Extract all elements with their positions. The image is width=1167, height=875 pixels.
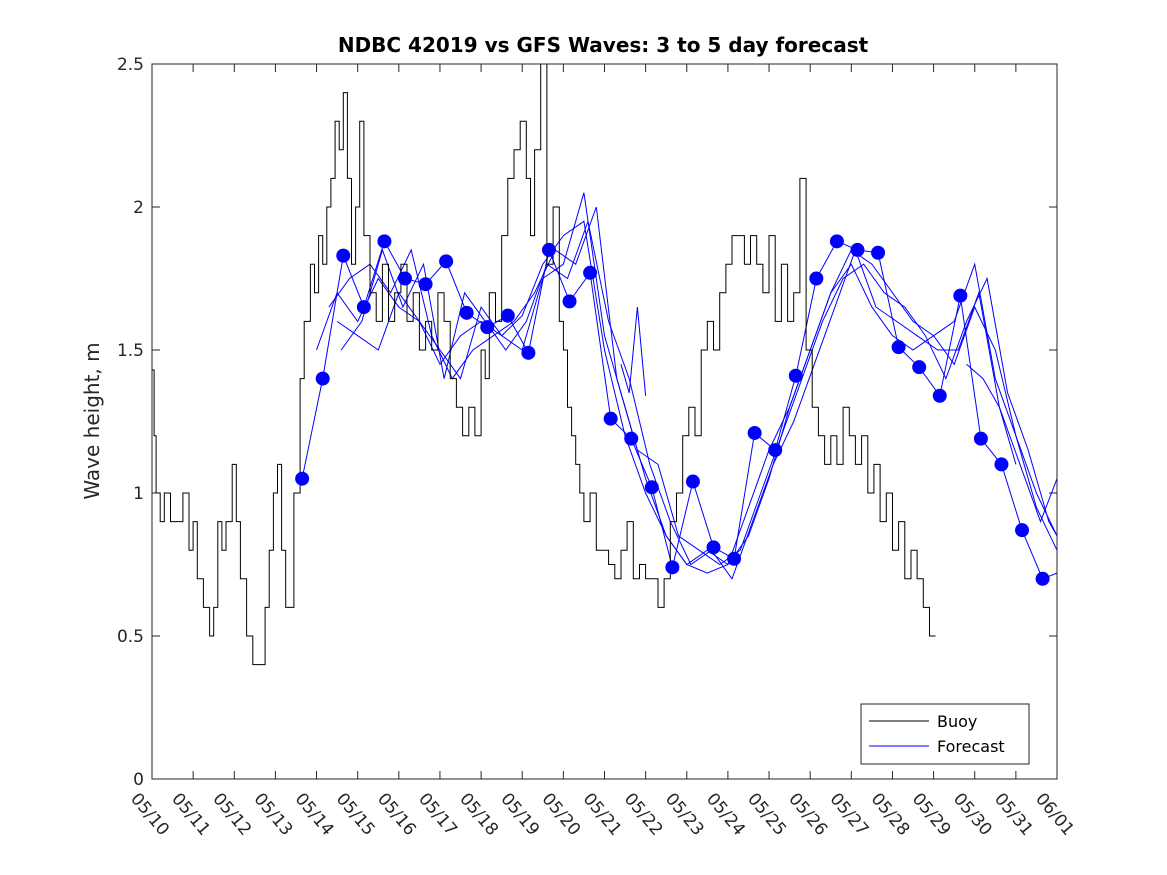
forecast-point (315, 371, 330, 386)
forecast-point (603, 411, 618, 426)
x-tick-label: 05/14 (291, 789, 338, 839)
x-tick-label: 05/30 (949, 789, 996, 839)
forecast-point (1015, 523, 1030, 538)
forecast-point (1035, 571, 1050, 586)
forecast-point (356, 300, 371, 315)
y-tick-label: 1.5 (117, 341, 144, 361)
x-tick-label: 05/25 (743, 789, 790, 839)
forecast-point (788, 368, 803, 383)
forecast-point (377, 234, 392, 249)
series-group (152, 64, 1057, 666)
forecast-point (500, 308, 515, 323)
y-tick-label: 2 (133, 198, 144, 218)
legend-label-buoy: Buoy (937, 712, 977, 731)
x-tick-label: 05/29 (908, 789, 955, 839)
x-tick-label: 05/15 (332, 789, 379, 839)
forecast-point (953, 288, 968, 303)
x-tick-label: 05/31 (990, 789, 1037, 839)
y-tick-label: 0.5 (117, 627, 144, 647)
x-tick-label: 05/24 (702, 789, 749, 839)
x-tick-label: 05/22 (620, 789, 667, 839)
forecast-point (644, 480, 659, 495)
forecast-point (624, 431, 639, 446)
forecast-point (829, 234, 844, 249)
forecast-point (994, 457, 1009, 472)
forecast-point (397, 271, 412, 286)
forecast-point (809, 271, 824, 286)
y-tick-label: 1 (133, 484, 144, 504)
forecast-run-line (340, 219, 1057, 580)
forecast-point (685, 474, 700, 489)
buoy-line (152, 64, 936, 666)
forecast-point (973, 431, 988, 446)
y-tick-label: 2.5 (117, 55, 144, 75)
forecast-point (768, 443, 783, 458)
y-tick-label: 0 (133, 770, 144, 790)
forecast-point (850, 242, 865, 257)
forecast-point (727, 551, 742, 566)
forecast-run-line (966, 363, 1017, 465)
forecast-point (480, 320, 495, 335)
forecast-point (912, 360, 927, 375)
forecast-point (583, 265, 598, 280)
x-tick-label: 05/10 (126, 789, 173, 839)
x-tick-label: 05/11 (167, 789, 214, 839)
x-tick-label: 05/27 (825, 789, 872, 839)
forecast-point (562, 294, 577, 309)
x-tick-label: 05/12 (208, 789, 255, 839)
plot-area: 00.511.522.505/1005/1105/1205/1305/1405/… (117, 55, 1078, 840)
legend-label-forecast: Forecast (937, 737, 1005, 756)
forecast-point (521, 345, 536, 360)
forecast-point (418, 277, 433, 292)
x-tick-label: 05/23 (661, 789, 708, 839)
x-tick-label: 05/17 (414, 789, 461, 839)
x-tick-label: 05/26 (784, 789, 831, 839)
legend-box (860, 703, 1030, 765)
forecast-point (439, 254, 454, 269)
x-tick-label: 05/16 (373, 789, 420, 839)
forecast-run-line (620, 307, 647, 396)
forecast-point (295, 471, 310, 486)
x-tick-label: 05/13 (250, 789, 297, 839)
x-tick-label: 05/20 (538, 789, 585, 839)
forecast-point (665, 560, 680, 575)
y-axis-label: Wave height, m (80, 342, 104, 499)
forecast-point (932, 388, 947, 403)
forecast-point (541, 242, 556, 257)
forecast-point (747, 425, 762, 440)
forecast-point (336, 248, 351, 263)
forecast-point (706, 540, 721, 555)
forecast-point (871, 245, 886, 260)
x-tick-label: 05/18 (455, 789, 502, 839)
forecast-point (891, 340, 906, 355)
x-tick-label: 06/01 (1031, 789, 1078, 839)
x-tick-label: 05/21 (579, 789, 626, 839)
forecast-point (459, 305, 474, 320)
chart-title: NDBC 42019 vs GFS Waves: 3 to 5 day fore… (338, 33, 869, 57)
x-tick-label: 05/19 (496, 789, 543, 839)
legend: Buoy Forecast (860, 703, 1030, 765)
x-tick-label: 05/28 (867, 789, 914, 839)
forecast-run-line (336, 192, 1057, 574)
